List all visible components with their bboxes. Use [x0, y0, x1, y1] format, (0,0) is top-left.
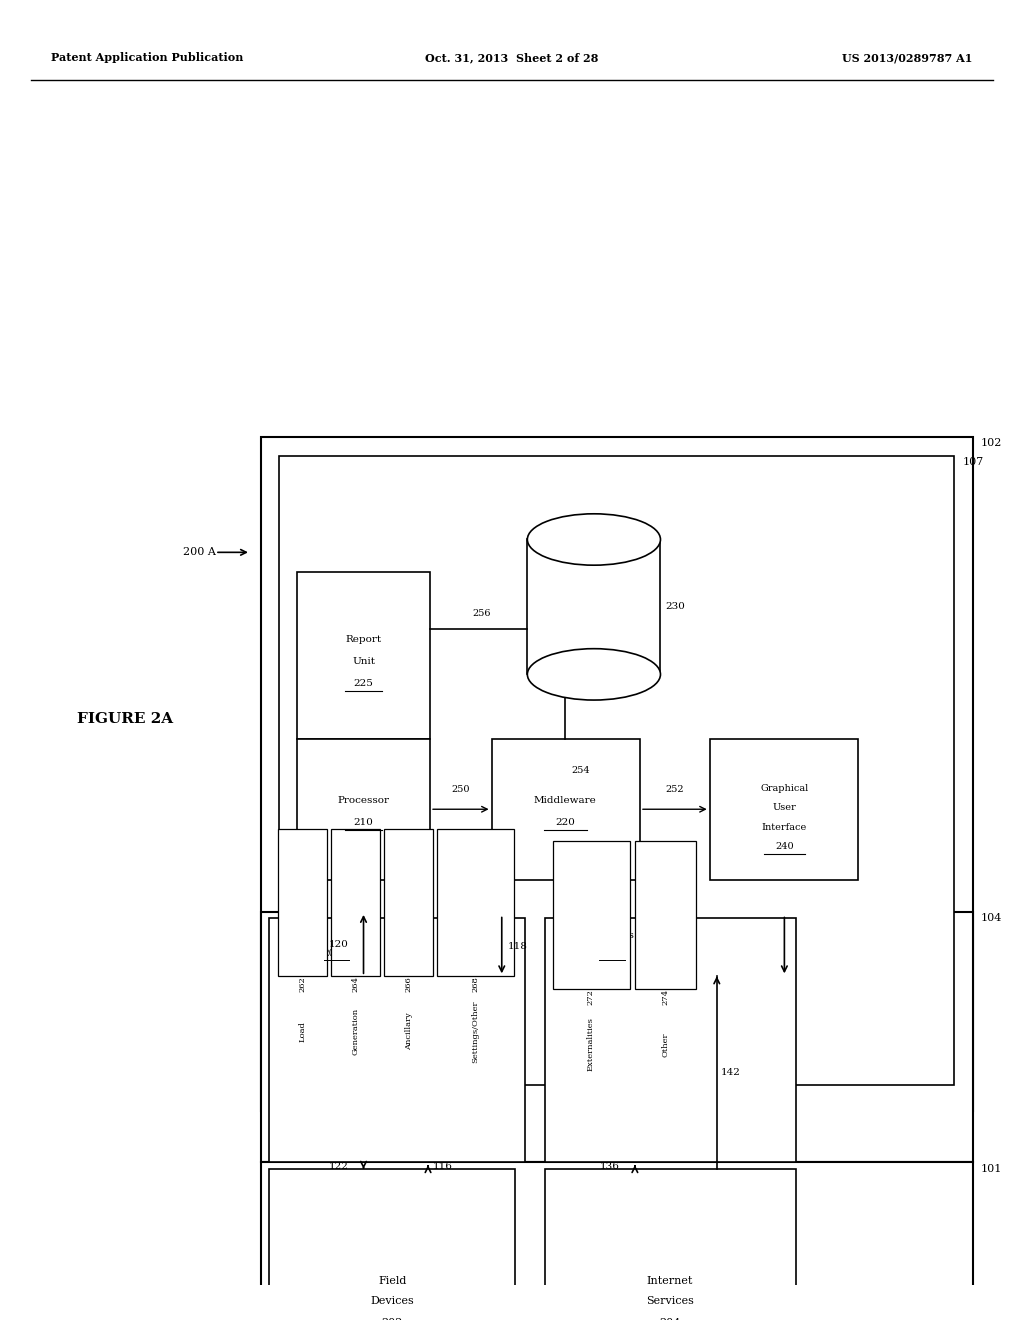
Bar: [545, 1170, 796, 1320]
Text: 230: 230: [666, 602, 685, 611]
Text: 262: 262: [298, 977, 306, 991]
Text: Middleware: Middleware: [534, 796, 597, 805]
Text: 220: 220: [555, 817, 575, 826]
Text: 254: 254: [571, 766, 590, 775]
Text: Generation: Generation: [351, 1008, 359, 1055]
Text: Devices: Devices: [371, 1296, 414, 1307]
Text: 205: 205: [599, 949, 616, 957]
Text: Field: Field: [279, 931, 302, 940]
Bar: [269, 919, 525, 1163]
Text: 266: 266: [404, 977, 413, 991]
Text: Settings/Other: Settings/Other: [471, 1001, 479, 1063]
Text: 240: 240: [775, 842, 794, 851]
Text: Externalities: Externalities: [587, 1018, 595, 1072]
Text: 225: 225: [353, 678, 374, 688]
Bar: [278, 829, 327, 977]
Text: Internet Services: Internet Services: [554, 931, 634, 940]
Ellipse shape: [527, 513, 660, 565]
Text: 142: 142: [721, 1068, 740, 1077]
Bar: [635, 841, 696, 989]
Bar: [384, 829, 433, 977]
Text: Processor: Processor: [338, 796, 389, 805]
Text: 120: 120: [329, 940, 348, 949]
Bar: [492, 739, 640, 880]
Text: 118: 118: [508, 942, 527, 952]
Text: 203: 203: [324, 949, 341, 957]
Ellipse shape: [527, 648, 660, 700]
Text: Load: Load: [298, 1022, 306, 1041]
Text: 264: 264: [351, 977, 359, 993]
Text: 102: 102: [981, 438, 1002, 449]
Text: Ancillary: Ancillary: [404, 1012, 413, 1051]
Text: 104: 104: [981, 913, 1002, 924]
Text: 107: 107: [963, 458, 984, 467]
Text: Field: Field: [378, 1275, 407, 1286]
Text: 256: 256: [472, 610, 490, 619]
Text: 202: 202: [382, 1319, 402, 1320]
Bar: [545, 919, 796, 1163]
Text: Oct. 31, 2013  Sheet 2 of 28: Oct. 31, 2013 Sheet 2 of 28: [425, 53, 599, 63]
Bar: [331, 829, 380, 977]
Text: 101: 101: [981, 1164, 1002, 1173]
Text: 210: 210: [353, 817, 374, 826]
Text: Interface: Interface: [762, 822, 807, 832]
Bar: [269, 1170, 515, 1320]
Bar: [527, 540, 660, 675]
Bar: [261, 437, 973, 1111]
Bar: [553, 841, 630, 989]
Text: Other: Other: [662, 1032, 670, 1056]
Bar: [710, 739, 858, 880]
Bar: [261, 912, 973, 1163]
Text: 268: 268: [471, 977, 479, 993]
Text: 272: 272: [587, 989, 595, 1005]
Text: Internet: Internet: [646, 1275, 693, 1286]
Text: 252: 252: [666, 785, 684, 795]
Text: 122: 122: [329, 1162, 348, 1171]
Text: 250: 250: [452, 785, 470, 795]
Text: 200 A: 200 A: [183, 548, 216, 557]
Text: User: User: [772, 804, 797, 812]
Text: US 2013/0289787 A1: US 2013/0289787 A1: [843, 53, 973, 63]
Text: Unit: Unit: [352, 657, 375, 667]
Bar: [437, 829, 514, 977]
Text: 204: 204: [659, 1319, 680, 1320]
Text: Report: Report: [345, 635, 382, 644]
Bar: [297, 572, 430, 739]
Text: Modules: Modules: [554, 949, 593, 957]
Bar: [261, 1163, 973, 1320]
Text: Modules: Modules: [279, 949, 317, 957]
Text: Patent Application Publication: Patent Application Publication: [51, 53, 244, 63]
Text: FIGURE 2A: FIGURE 2A: [77, 713, 173, 726]
Text: 274: 274: [662, 989, 670, 1006]
Text: Services: Services: [646, 1296, 693, 1307]
Text: 116: 116: [433, 1162, 453, 1171]
Text: 136: 136: [600, 1162, 620, 1171]
Bar: [297, 739, 430, 880]
Text: Graphical: Graphical: [760, 784, 809, 793]
Bar: [279, 455, 954, 1085]
